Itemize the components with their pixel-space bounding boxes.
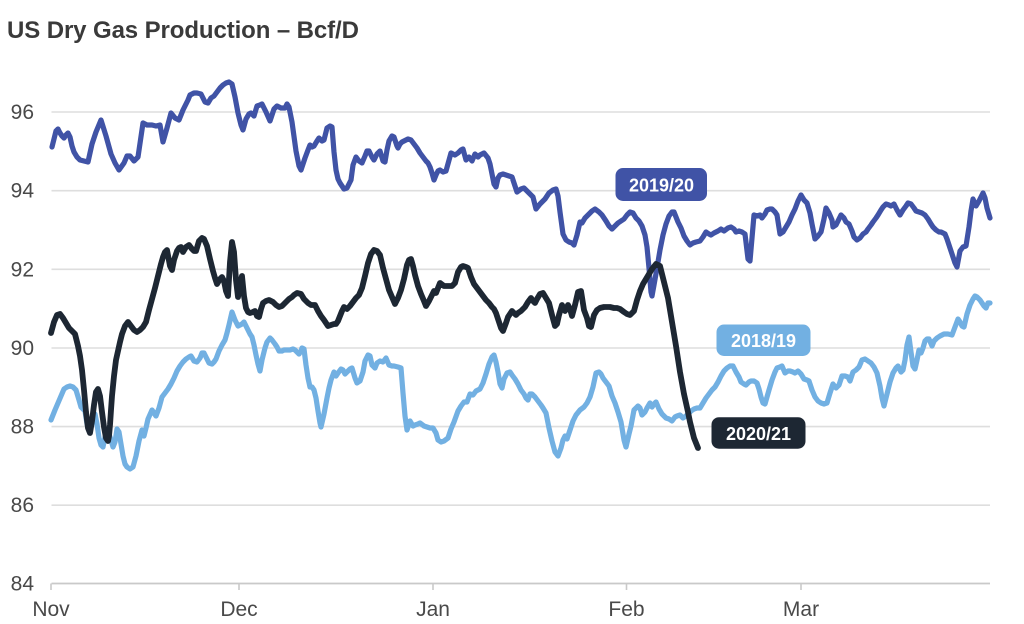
svg-text:86: 86 [11,494,34,517]
svg-text:2019/20: 2019/20 [629,176,694,196]
svg-text:Feb: Feb [608,598,644,621]
svg-text:Nov: Nov [32,598,70,621]
svg-text:92: 92 [11,258,34,281]
svg-text:Jan: Jan [416,598,450,621]
svg-text:90: 90 [11,337,34,360]
svg-text:96: 96 [11,101,34,124]
svg-text:84: 84 [11,573,35,596]
svg-text:Dec: Dec [220,598,257,621]
svg-text:Mar: Mar [783,598,819,621]
svg-text:2020/21: 2020/21 [726,424,791,444]
svg-text:94: 94 [11,180,35,203]
svg-text:88: 88 [11,416,34,439]
svg-text:2018/19: 2018/19 [731,331,796,351]
